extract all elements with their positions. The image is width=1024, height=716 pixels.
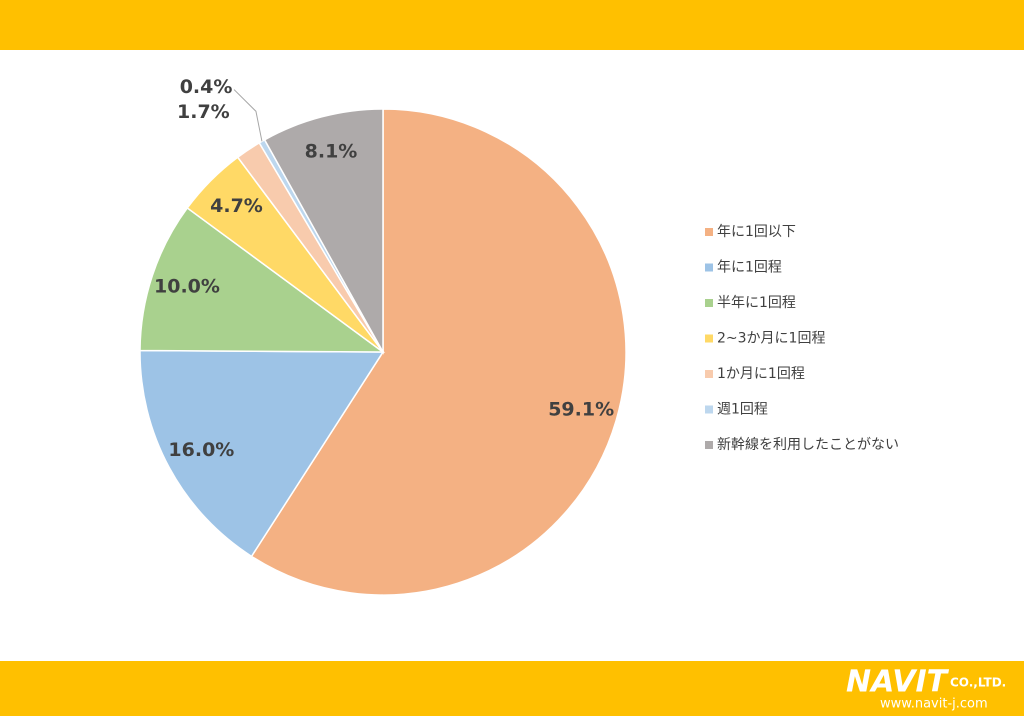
- pie: 59.1% 16.0% 10.0% 4.7% 1.7% 0.4% 8.1%: [139, 76, 627, 596]
- pie-slice: [250, 108, 627, 596]
- company: CO.,LTD.: [950, 676, 1006, 690]
- legend-label: 2~3か月に1回程: [717, 331, 825, 347]
- legend-label: 1か月に1回程: [717, 366, 805, 382]
- legend-label: 年に1回程: [717, 260, 782, 276]
- footer-band: [0, 661, 1024, 716]
- pie-slice: [139, 349, 385, 558]
- legend-label: 年に1回以下: [717, 224, 796, 240]
- data-label: 1.7%: [177, 101, 230, 123]
- pie-slice: [263, 108, 384, 355]
- header-band: [0, 0, 1024, 50]
- legend-swatch: [705, 370, 713, 378]
- data-label: 8.1%: [305, 141, 358, 163]
- logo: NAVIT: [846, 665, 950, 700]
- data-label: 10.0%: [154, 275, 220, 297]
- legend-swatch: [705, 299, 713, 307]
- legend-swatch: [705, 441, 713, 449]
- legend-label: 週1回程: [717, 402, 768, 418]
- legend-swatch: [705, 263, 713, 272]
- legend-swatch: [705, 228, 713, 236]
- pie-slice: [139, 206, 386, 353]
- legend-swatch: [705, 405, 713, 414]
- data-label: 0.4%: [180, 76, 233, 98]
- url: www.navit-j.com: [880, 697, 988, 712]
- data-label: 16.0%: [168, 439, 234, 461]
- data-label: 4.7%: [210, 195, 263, 217]
- leader-line: [233, 89, 263, 142]
- legend-label: 新幹線を利用したことがない: [717, 436, 899, 453]
- legend-swatch: [705, 334, 713, 343]
- data-label: 59.1%: [548, 399, 614, 421]
- legend-label: 半年に1回程: [717, 295, 796, 311]
